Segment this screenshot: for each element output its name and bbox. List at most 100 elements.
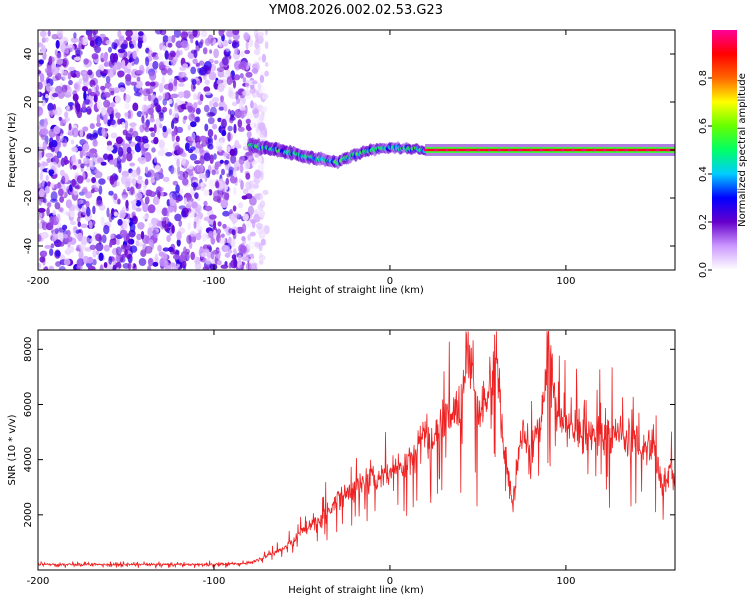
spectrogram-noise-cell xyxy=(225,177,230,186)
spectrogram-noise-cell xyxy=(89,100,94,108)
spectrogram-noise-cell xyxy=(137,242,144,247)
spectrogram-noise-cell xyxy=(222,223,227,229)
spectrogram-noise-cell xyxy=(94,45,101,54)
spectrogram-noise-cell xyxy=(252,183,259,189)
colorbar-tick-label: 0.8 xyxy=(698,70,709,86)
spectrogram-noise-cell xyxy=(240,106,246,111)
spectrogram-noise-cell xyxy=(66,86,72,96)
spectrogram-noise-cell xyxy=(233,257,238,268)
spectrogram-noise-cell xyxy=(202,47,208,55)
spectrogram-carrier-peak xyxy=(539,148,543,152)
spectrogram-noise-cell xyxy=(95,90,101,96)
spectrogram-noise-cell xyxy=(158,83,164,93)
spectrogram-noise-cell xyxy=(153,156,158,164)
spectrogram-noise-cell xyxy=(221,168,225,176)
spectrogram-noise-cell xyxy=(80,163,85,169)
spectrogram-noise-cell xyxy=(221,233,225,238)
spectrogram-noise-cell xyxy=(261,93,269,100)
spectrogram-noise-cell xyxy=(222,210,230,217)
spectrogram-noise-cell xyxy=(187,210,196,218)
spectrogram-noise-cell xyxy=(58,241,65,247)
spectrogram-noise-cell xyxy=(152,94,156,100)
spectrogram-noise-cell xyxy=(186,234,192,244)
spectrogram-noise-cell xyxy=(94,168,100,174)
spectrogram-noise-cell xyxy=(131,203,137,211)
spectrogram-noise-cell xyxy=(50,243,55,249)
spectrogram-noise-cell xyxy=(181,157,187,165)
colorbar-tick-label: 0.2 xyxy=(698,214,709,230)
spectrogram-noise-cell xyxy=(59,133,64,142)
spectrogram-noise-cell xyxy=(189,231,197,237)
spectrogram-noise-cell xyxy=(58,116,62,121)
spectrogram-noise-cell xyxy=(89,91,96,97)
spectrogram-noise-cell xyxy=(230,154,237,164)
spectrogram-noise-cell xyxy=(203,189,210,197)
spectrogram-noise-cell xyxy=(39,256,46,263)
spectrogram-noise-cell xyxy=(173,30,181,38)
spectrogram-noise-cell xyxy=(193,102,198,109)
spectrogram-noise-cell xyxy=(167,53,174,61)
spectrogram-noise-cell xyxy=(46,207,50,217)
spectrogram-noise-cell xyxy=(120,43,128,50)
spectrogram-noise-cell xyxy=(240,180,244,190)
spectrogram-noise-cell xyxy=(262,189,269,195)
spectrogram-noise-cell xyxy=(128,57,133,63)
spectrogram-noise-cell xyxy=(189,153,198,161)
spectrogram-noise-cell xyxy=(38,188,45,198)
colorbar-tick-label: 0.0 xyxy=(698,262,709,278)
spectrogram-noise-cell xyxy=(147,107,154,115)
spectrogram-noise-cell xyxy=(92,30,99,35)
spectrogram-noise-cell xyxy=(144,196,150,205)
spectrogram-noise-cell xyxy=(204,172,208,182)
spectrogram-noise-cell xyxy=(159,257,166,267)
spectrogram-noise-cell xyxy=(101,234,107,244)
spectrogram-y-ticks: -40 -20 0 20 40 xyxy=(23,48,675,254)
spectrogram-noise-cell xyxy=(175,197,180,203)
spectrogram-noise-cell xyxy=(158,251,165,257)
spectrogram-noise-cell xyxy=(232,248,237,254)
spectrogram-noise-cell xyxy=(56,30,64,38)
spectrogram-noise-cell xyxy=(168,108,173,116)
spectrogram-noise-cell xyxy=(108,190,114,196)
spectrogram-noise-cell xyxy=(239,264,244,270)
spectrogram-noise-cell xyxy=(175,50,180,58)
spectrogram-noise-cell xyxy=(187,200,192,206)
spectrogram-noise-cell xyxy=(137,175,143,181)
spectrogram-noise-cell xyxy=(85,200,90,209)
spectrogram-carrier-peak xyxy=(624,148,628,152)
snr-x-tick-label: -100 xyxy=(203,576,226,587)
spectrogram-noise-cell xyxy=(223,69,231,79)
spectrogram-noise-cell xyxy=(217,36,222,46)
spectrogram-noise-cell xyxy=(127,110,132,119)
spectrogram-noise-cell xyxy=(92,129,98,140)
spectrogram-noise-cell xyxy=(183,197,187,206)
spectrogram-noise-cell xyxy=(191,182,199,188)
spectrogram-noise-cell xyxy=(237,254,242,262)
spectrogram-noise-cell xyxy=(182,63,189,68)
spectrogram-noise-cell xyxy=(62,224,68,230)
spectrogram-noise-cell xyxy=(79,127,84,138)
spectrogram-noise-cell xyxy=(233,123,237,134)
spectrogram-noise-cell xyxy=(202,233,207,242)
spectrogram-noise-cell xyxy=(258,209,266,218)
spectrogram-noise-cell xyxy=(148,222,153,228)
spectrogram-noise-cell xyxy=(258,259,264,265)
spectrogram-noise-cell xyxy=(132,50,137,60)
spectrogram-noise-cell xyxy=(126,68,131,74)
spectrogram-noise-cell xyxy=(242,188,249,195)
spectrogram-noise-cell xyxy=(169,250,176,255)
spectrogram-noise-cell xyxy=(224,252,231,258)
spectrogram-noise-cell xyxy=(233,161,238,172)
spectrogram-noise-cell xyxy=(241,91,247,96)
spectrogram-noise-cell xyxy=(49,248,54,256)
spectrogram-noise-cell xyxy=(255,223,264,228)
spectrogram-noise-cell xyxy=(63,47,70,54)
spectrogram-noise-cell xyxy=(256,228,264,234)
spectrogram-noise-cell xyxy=(109,241,113,248)
spectrogram-noise-cell xyxy=(129,122,137,127)
spectrogram-noise-cell xyxy=(87,69,93,76)
spectrogram-noise-cell xyxy=(95,122,102,127)
spectrogram-noise-cell xyxy=(83,71,87,78)
spectrogram-noise-cell xyxy=(187,105,193,113)
spectrogram-noise-cell xyxy=(150,177,155,183)
